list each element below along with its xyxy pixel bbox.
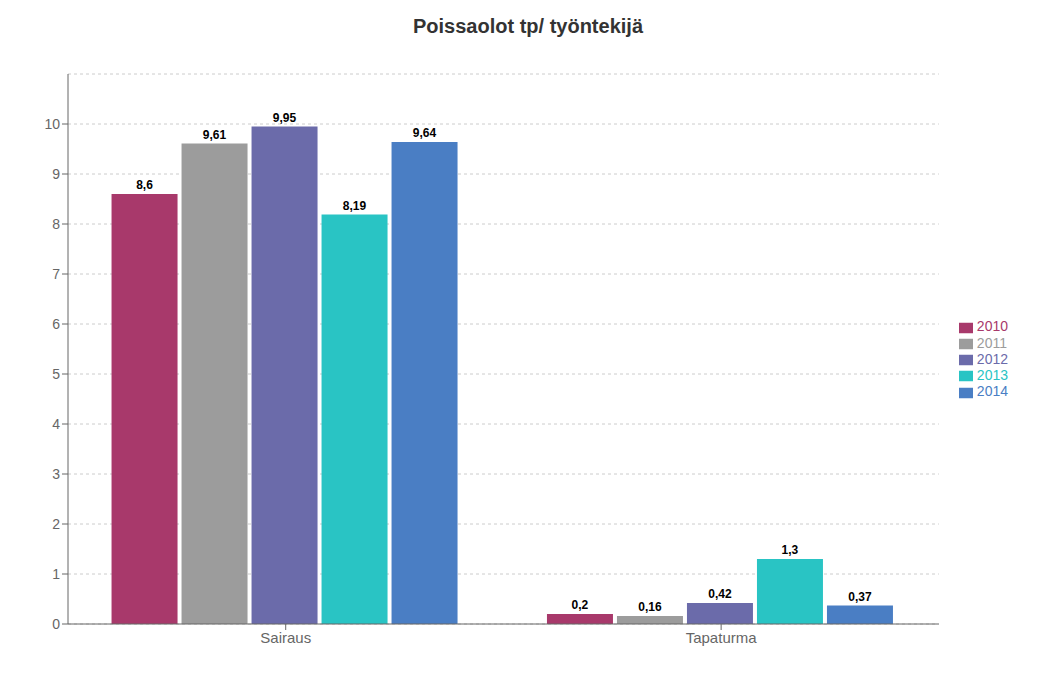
svg-text:9,95: 9,95 bbox=[273, 111, 297, 125]
svg-text:4: 4 bbox=[52, 416, 60, 432]
svg-text:10: 10 bbox=[44, 116, 60, 132]
svg-text:9: 9 bbox=[52, 166, 60, 182]
svg-text:5: 5 bbox=[52, 366, 60, 382]
html-text:2013: 2013 bbox=[976, 367, 1008, 384]
svg-text:0,37: 0,37 bbox=[848, 590, 872, 604]
svg-text:2: 2 bbox=[52, 516, 60, 532]
svg-text:8,6: 8,6 bbox=[136, 178, 153, 192]
html-text:Poissaolot tp/ työntekijä: Poissaolot tp/ työntekijä bbox=[413, 15, 643, 37]
svg-text:1: 1 bbox=[52, 566, 60, 582]
svg-text:0,16: 0,16 bbox=[638, 600, 662, 614]
html-text:2011: 2011 bbox=[976, 334, 1007, 351]
svg-text:8,19: 8,19 bbox=[343, 199, 367, 213]
svg-text:6: 6 bbox=[52, 316, 60, 332]
svg-text:3: 3 bbox=[52, 466, 60, 482]
svg-text:0,2: 0,2 bbox=[572, 598, 589, 612]
svg-text:8: 8 bbox=[52, 216, 60, 232]
svg-text:9,64: 9,64 bbox=[413, 126, 437, 140]
html-text:2012: 2012 bbox=[976, 350, 1008, 367]
html-text:2010: 2010 bbox=[976, 318, 1008, 335]
svg-text:Tapaturma: Tapaturma bbox=[686, 629, 758, 646]
html-text:2014: 2014 bbox=[976, 383, 1008, 400]
svg-text:Sairaus: Sairaus bbox=[260, 629, 311, 646]
svg-text:0: 0 bbox=[52, 616, 60, 632]
svg-text:9,61: 9,61 bbox=[203, 128, 227, 142]
svg-text:7: 7 bbox=[52, 266, 60, 282]
svg-text:1,3: 1,3 bbox=[782, 543, 799, 557]
svg-text:0,42: 0,42 bbox=[708, 587, 732, 601]
